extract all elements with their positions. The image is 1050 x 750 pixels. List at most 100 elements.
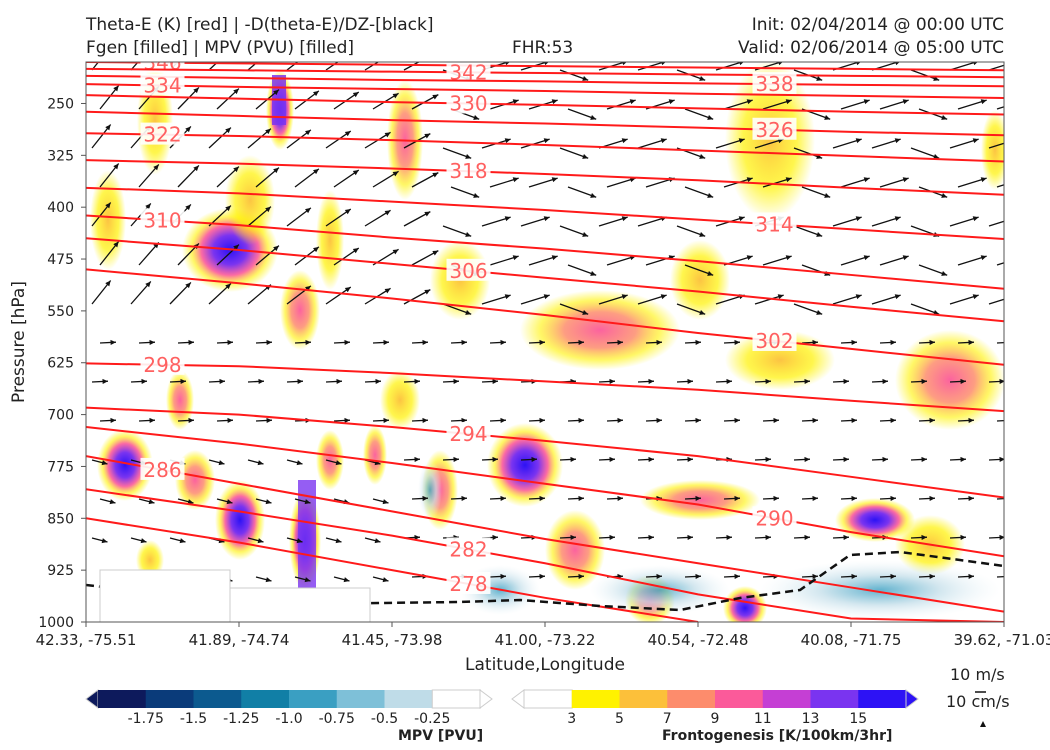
wind-vector-head [695,339,701,346]
wind-vector-head [622,62,627,66]
fgen-blob [97,429,153,501]
colorbar-segment [384,690,433,708]
wind-vector-head [149,339,155,346]
wind-vector-head [980,99,987,105]
wind-vector-head [734,417,740,424]
wind-vector-head [257,460,264,466]
colorbar-segment [715,690,764,708]
wind-vector-head [145,203,151,210]
wind-vector-head [424,56,430,61]
wind-vector-head [707,271,714,276]
wind-vector-head [687,456,693,463]
chart-title-line1: Theta-E (K) [red] | -D(theta-E)/DZ-[blac… [86,15,434,35]
wind-vector-head [695,417,701,424]
wind-vector-head [336,378,342,385]
colorbar-tick-label: 3 [567,711,576,727]
wind-vector-head [465,232,472,237]
wind-vector-head [855,138,862,144]
theta-e-contour-label: 286 [143,458,181,482]
wind-vector-head [894,294,901,300]
colorbar-tick-label: 11 [754,711,772,727]
theta-e-contour-label: 310 [143,208,181,232]
wind-vector-head [113,85,119,92]
wind-vector-head [453,456,459,463]
wind-vector-head [512,255,519,261]
theta-e-contour-label: 342 [449,60,487,84]
wind-vector-head [699,154,706,159]
wind-vector-head [422,495,428,502]
wind-vector-head [777,294,784,300]
wind-vector-head [734,339,740,346]
colorbar-segment [289,690,338,708]
wind-vector-head [734,573,740,580]
frontogenesis-colorbar-label: Frontogenesis [K/100km/3hr] [662,728,893,744]
colorbar-tick-label: 9 [711,711,720,727]
wind-vector-head [335,538,342,544]
wind-vector-head [578,573,584,580]
wind-vector-head [902,255,909,261]
wind-vector-head [345,53,351,58]
fgen-blob [175,450,215,510]
theta-e-contour-label: 298 [143,353,181,377]
wind-vector-head [500,573,506,580]
fgen-blob [723,586,767,622]
wind-vector-head [539,339,545,346]
wind-vector-head [179,538,186,544]
wind-vector-head [707,193,714,198]
wind-vector-head [699,76,706,81]
wind-vector-head [1007,496,1013,501]
wind-vector-head [1007,340,1013,345]
wind-vector-head [148,499,155,505]
wind-vector-head [296,538,303,544]
wind-vector-head [383,339,389,346]
wind-vector-head [668,99,675,105]
wind-vector-head [902,177,909,183]
wind-vector-head [890,573,896,580]
wind-vector-head [305,339,311,346]
wind-vector-head [257,538,264,544]
theta-e-contour-label: 290 [755,506,793,530]
mpv-colorbar: -1.75 -1.5 -1.25 -1.0 -0.75 -0.5 -0.25 [85,689,493,727]
wind-vector-head [188,417,194,424]
wind-vector-head [414,378,420,385]
wind-vector-head [414,456,420,463]
wind-vector-head [233,244,239,251]
wind-vector [996,575,1004,578]
contour-label-bg [446,159,491,182]
wind-vector-head [726,534,732,541]
colorbar-tick-label: -1.0 [275,711,302,727]
wind-vector-head [110,417,116,424]
wind-vector-head [648,378,654,385]
theta-e-contour-label: 318 [449,159,487,183]
wind-vector-head [305,52,311,57]
y-tick-label: 925 [47,563,74,579]
wind-vector-head [187,499,194,505]
wind-vector-head [465,154,472,159]
theta-e-contour [86,426,1004,558]
fgen-blob [225,155,275,245]
wind-vector-head [344,417,350,424]
wind-vector-head [656,417,662,424]
contour-label-bg [446,571,491,594]
wind-vector-head [382,499,389,505]
x-axis-label: Latitude,Longitude [465,655,625,675]
wind-vector-head [890,495,896,502]
wind-vector-head [265,577,272,583]
wind-vector-head [258,378,264,385]
wind-vector [325,62,339,71]
wind-vector-head [193,165,199,172]
wind-vector-head [432,172,439,178]
theta-e-contour-label: 282 [449,537,487,561]
wind-vector-head [968,339,974,346]
wind-vector-head [661,62,666,66]
contour-label-bg [752,212,797,235]
mpv-column [298,480,316,600]
wind-vector-head [590,115,597,120]
colorbar-extend-low [511,689,525,709]
wind-vector-head [384,210,391,216]
wind-vector [996,419,1004,422]
x-tick-label: 40.08, -71.75 [801,631,902,649]
wind-vector-head [539,417,545,424]
wind-vector-head [335,460,342,466]
y-tick-label: 475 [47,252,74,268]
